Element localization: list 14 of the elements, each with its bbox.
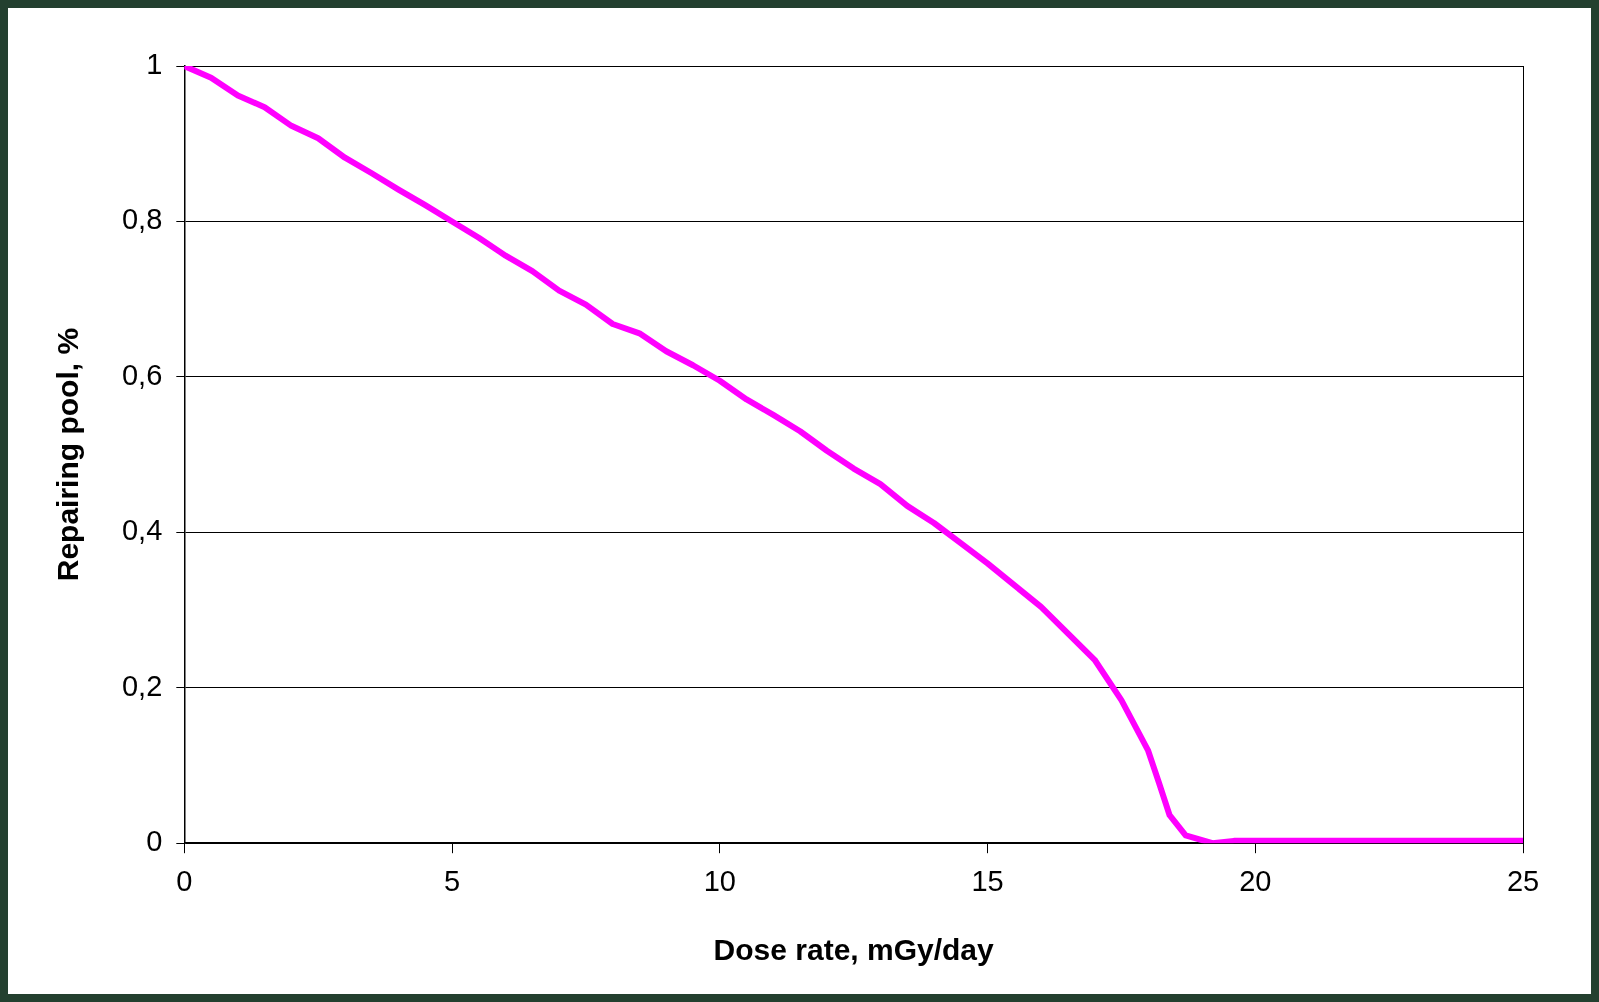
x-tick-label: 15: [971, 864, 1004, 897]
x-tick-label: 5: [443, 864, 461, 897]
x-tick-label: 0: [176, 864, 193, 897]
x-tick-label: 20: [1239, 864, 1272, 897]
x-tick-label: 25: [1506, 864, 1540, 897]
x-tick-label: 10: [703, 864, 736, 897]
y-tick-label: 0,2: [121, 669, 163, 702]
y-tick-label: 0,8: [121, 203, 163, 236]
y-tick-label: 0,4: [121, 514, 163, 547]
x-axis-title: Dose rate, mGy/day: [713, 933, 995, 967]
y-axis-title: Repairing pool, %: [51, 327, 85, 582]
y-tick-label: 1: [146, 48, 163, 80]
y-tick-label: 0,6: [121, 358, 163, 391]
y-tick-label: 0: [146, 825, 163, 858]
